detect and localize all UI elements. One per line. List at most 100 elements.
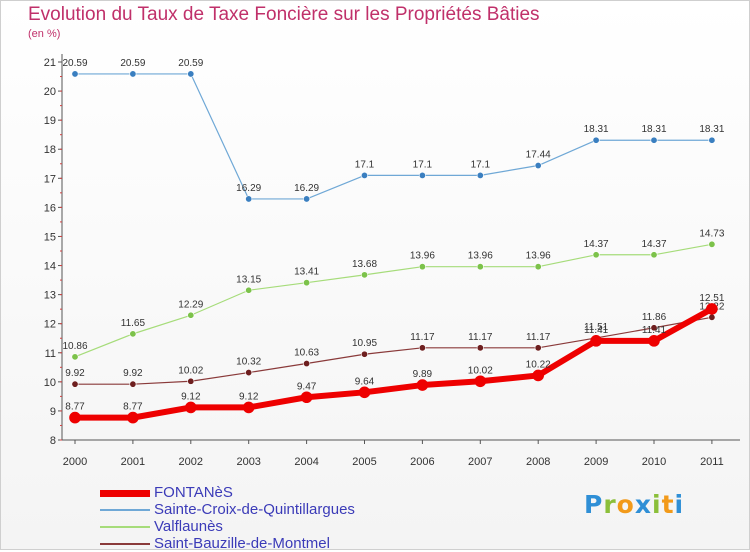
data-point: [648, 335, 660, 347]
data-label: 11.41: [584, 325, 609, 336]
data-point: [300, 391, 313, 404]
data-label: 17.1: [413, 159, 433, 170]
data-point: [418, 263, 426, 271]
legend-label: FONTANèS: [154, 484, 233, 501]
data-point: [474, 375, 487, 388]
data-point: [650, 251, 658, 259]
data-point: [303, 360, 311, 368]
data-point: [303, 279, 311, 287]
data-point: [706, 303, 718, 315]
data-point: [187, 311, 195, 319]
series-line: [74, 243, 713, 358]
data-label: 9.92: [123, 368, 143, 379]
data-label: 14.73: [699, 228, 724, 239]
data-point: [476, 344, 484, 352]
data-point: [416, 379, 429, 391]
data-point: [360, 171, 368, 179]
series-valflaun-s: 10.86 11.65 12.29 13.15 13.41 13.68 13.96 13.96…: [62, 228, 725, 361]
proxiti-logo: Proxiti: [584, 490, 684, 519]
data-label: 11.17: [468, 332, 493, 343]
x-tick-label: 2008: [526, 456, 550, 468]
data-label: 9.64: [355, 376, 375, 387]
data-point: [185, 401, 197, 414]
data-label: 10.63: [294, 348, 319, 359]
data-point: [245, 286, 253, 294]
x-tick-label: 2010: [642, 456, 666, 468]
x-tick-label: 2009: [584, 456, 608, 468]
x-tick-label: 2000: [63, 456, 87, 468]
y-tick-label: 19: [44, 115, 56, 127]
data-label: 11.41: [642, 325, 667, 336]
data-label: 18.31: [641, 124, 666, 135]
data-point: [69, 411, 81, 424]
data-point: [360, 271, 368, 279]
logo-letter: i: [674, 490, 685, 519]
data-label: 16.29: [236, 183, 261, 194]
data-label: 11.65: [121, 318, 146, 329]
x-tick-label: 2001: [121, 456, 145, 468]
data-point: [650, 324, 658, 332]
y-tick-label: 14: [44, 261, 56, 273]
logo-letter: o: [616, 490, 635, 519]
data-point: [418, 344, 426, 352]
x-tick-label: 2007: [468, 456, 492, 468]
data-label: 10.22: [526, 359, 551, 370]
y-tick-label: 20: [44, 86, 56, 98]
unit-label: (en %): [28, 28, 61, 40]
x-tick-label: 2002: [179, 456, 203, 468]
data-label: 18.31: [584, 124, 609, 135]
data-point: [592, 136, 600, 144]
data-label: 20.59: [178, 58, 203, 69]
data-label: 17.1: [471, 159, 491, 170]
data-point: [476, 263, 484, 271]
data-point: [592, 251, 600, 259]
data-point: [650, 136, 658, 144]
logo-letter: t: [661, 490, 675, 519]
series-line: [74, 316, 713, 385]
data-point: [242, 401, 255, 414]
y-tick-label: 18: [44, 144, 56, 156]
y-tick-label: 10: [44, 377, 56, 389]
data-point: [708, 136, 716, 144]
logo-letter: P: [584, 490, 604, 519]
legend-swatch: [100, 526, 150, 528]
y-tick-label: 17: [44, 173, 56, 185]
legend-swatch: [100, 509, 150, 511]
data-label: 9.12: [181, 391, 201, 402]
data-point: [71, 353, 79, 361]
data-label: 9.92: [65, 368, 85, 379]
data-point: [708, 240, 716, 248]
data-label: 18.31: [699, 124, 724, 135]
data-point: [245, 195, 253, 203]
data-label: 17.1: [355, 159, 375, 170]
data-label: 11.17: [410, 332, 435, 343]
data-label: 13.96: [468, 251, 493, 262]
y-tick-label: 9: [50, 406, 56, 418]
data-point: [534, 344, 542, 352]
data-point: [245, 369, 253, 377]
data-point: [127, 411, 139, 424]
x-tick-label: 2011: [700, 456, 724, 468]
logo-letter: x: [634, 490, 652, 519]
data-point: [590, 335, 602, 347]
data-label: 14.37: [641, 239, 666, 250]
legend-label: Sainte-Croix-de-Quintillargues: [154, 501, 355, 518]
series-sainte-croix-de-quintillargues: 20.59 20.59 20.59 16.29 16.29 17.1 17.1 17.1 17.…: [62, 58, 725, 203]
data-label: 8.77: [123, 402, 143, 413]
data-label: 16.29: [294, 183, 319, 194]
y-tick-label: 12: [44, 319, 56, 331]
data-label: 9.12: [239, 391, 259, 402]
data-label: 20.59: [62, 58, 87, 69]
y-tick-label: 8: [50, 435, 56, 447]
data-point: [360, 350, 368, 358]
x-tick-label: 2005: [352, 456, 376, 468]
data-label: 9.89: [413, 369, 433, 380]
data-label: 10.95: [352, 338, 377, 349]
y-tick-label: 13: [44, 290, 56, 302]
data-point: [129, 70, 137, 78]
data-label: 12.29: [178, 299, 203, 310]
legend-label: Valflaunès: [154, 518, 223, 535]
data-point: [476, 171, 484, 179]
